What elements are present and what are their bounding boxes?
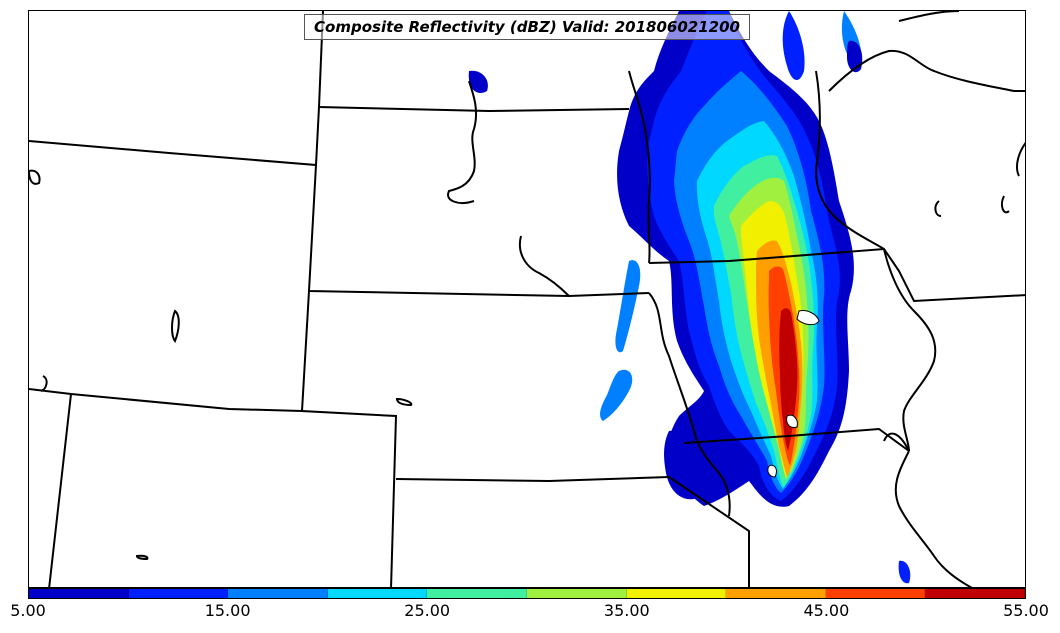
boundary-line bbox=[29, 388, 303, 412]
lake-outline bbox=[135, 554, 149, 561]
reflectivity-map bbox=[29, 11, 1025, 587]
colorbar-segment bbox=[825, 589, 926, 598]
boundary-line bbox=[648, 247, 1025, 303]
boundary-line bbox=[395, 476, 670, 483]
echo-fragment bbox=[615, 260, 641, 353]
echo-core bbox=[786, 414, 798, 428]
state-boundaries bbox=[29, 11, 1025, 587]
colorbar-tick-label: 5.00 bbox=[10, 601, 46, 620]
colorbar-segment bbox=[526, 589, 627, 598]
radar-echo-layer bbox=[468, 11, 911, 584]
river-line bbox=[883, 248, 937, 452]
colorbar-segment bbox=[228, 589, 328, 598]
lake-outline bbox=[395, 397, 413, 407]
boundary-line bbox=[29, 140, 317, 166]
colorbar-segment bbox=[128, 589, 229, 598]
shoreline bbox=[934, 200, 942, 217]
river-line bbox=[883, 432, 910, 452]
colorbar-segment bbox=[925, 589, 1025, 598]
map-title: Composite Reflectivity (dBZ) Valid: 2018… bbox=[304, 14, 750, 40]
boundary-line bbox=[648, 292, 695, 432]
lake-outline bbox=[40, 375, 48, 392]
colorbar-segment bbox=[626, 589, 727, 598]
colorbar-tick-label: 35.00 bbox=[603, 601, 650, 620]
colorbar-segment bbox=[726, 589, 826, 598]
shoreline bbox=[898, 11, 960, 22]
river-line bbox=[447, 80, 478, 204]
echo-fragment bbox=[847, 40, 863, 73]
river-line bbox=[628, 70, 651, 264]
colorbar-segment bbox=[29, 589, 129, 598]
boundary-line bbox=[317, 11, 630, 113]
boundary-line bbox=[300, 290, 398, 587]
river-line bbox=[815, 70, 885, 250]
lake-outline bbox=[29, 169, 41, 185]
river-line bbox=[693, 430, 731, 517]
echo-core bbox=[767, 464, 777, 478]
boundary-line bbox=[315, 106, 320, 166]
boundary-line bbox=[307, 164, 650, 298]
shoreline bbox=[1000, 195, 1010, 214]
colorbar-tick-label: 45.00 bbox=[803, 601, 850, 620]
echo-fragment bbox=[600, 369, 633, 421]
echo-fragment bbox=[898, 560, 911, 584]
map-panel bbox=[28, 10, 1026, 588]
echo-streamer bbox=[782, 11, 805, 81]
lake-outline bbox=[171, 309, 180, 343]
shoreline bbox=[1016, 142, 1025, 177]
colorbar-tick-label: 25.00 bbox=[404, 601, 451, 620]
boundary-line bbox=[668, 476, 750, 587]
echo-core bbox=[796, 310, 820, 326]
shoreline bbox=[828, 49, 1025, 92]
boundary-line bbox=[683, 427, 910, 452]
colorbar-tick-label: 55.00 bbox=[1003, 601, 1049, 620]
river-line bbox=[519, 235, 570, 297]
river-line bbox=[894, 450, 973, 587]
boundary-line bbox=[48, 393, 72, 587]
colorbar-segment bbox=[427, 589, 527, 598]
echo-streamer bbox=[468, 70, 488, 93]
colorbar-segment bbox=[327, 589, 428, 598]
colorbar bbox=[28, 588, 1026, 599]
colorbar-tick-label: 15.00 bbox=[204, 601, 251, 620]
